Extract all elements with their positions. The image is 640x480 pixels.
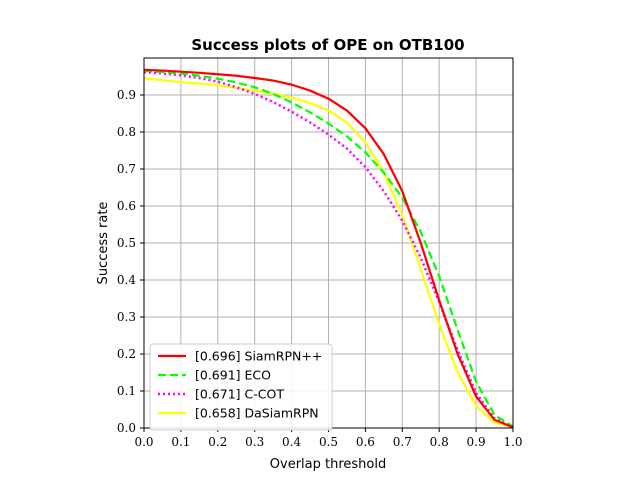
- x-tick-label: 0.0: [134, 435, 153, 449]
- legend-label: [0.691] ECO: [195, 368, 271, 383]
- chart-title: Success plots of OPE on OTB100: [191, 36, 464, 54]
- legend-label: [0.658] DaSiamRPN: [195, 406, 319, 421]
- y-tick-label: 0.4: [117, 273, 136, 287]
- x-tick-label: 0.1: [171, 435, 190, 449]
- y-tick-label: 0.8: [117, 125, 136, 139]
- series-line-siamrpn-: [143, 68, 514, 429]
- axis-ticks: 0.0 0.1 0.2 0.3 0.4 0.5 0.6 0.7 0.8 0.9 1.0 0.0 0.1 0…: [117, 88, 523, 449]
- series-lines: [143, 68, 514, 429]
- x-tick-label: 1.0: [503, 435, 522, 449]
- legend: [0.696] SiamRPN++ [0.691] ECO [0.671] C-CO…: [149, 343, 333, 431]
- x-tick-label: 0.7: [393, 435, 412, 449]
- x-tick-label: 0.9: [467, 435, 486, 449]
- legend-box: [149, 343, 333, 431]
- series-line-dasiamrpn: [143, 77, 514, 429]
- y-tick-label: 0.1: [117, 384, 136, 398]
- x-tick-label: 0.5: [319, 435, 338, 449]
- y-tick-label: 0.3: [117, 310, 136, 324]
- legend-label: [0.671] C-COT: [195, 387, 284, 402]
- x-tick-label: 0.6: [356, 435, 375, 449]
- x-tick-label: 0.3: [245, 435, 264, 449]
- y-tick-label: 0.5: [117, 236, 136, 250]
- y-tick-label: 0.0: [117, 421, 136, 435]
- x-tick-label: 0.4: [282, 435, 301, 449]
- x-tick-label: 0.2: [208, 435, 227, 449]
- x-tick-label: 0.8: [430, 435, 449, 449]
- legend-label: [0.696] SiamRPN++: [195, 349, 322, 364]
- y-tick-label: 0.6: [117, 199, 136, 213]
- x-axis-label: Overlap threshold: [270, 457, 386, 472]
- y-tick-label: 0.9: [117, 88, 136, 102]
- y-axis-label: Success rate: [96, 202, 111, 285]
- series-line-eco: [143, 69, 514, 428]
- y-tick-label: 0.7: [117, 162, 136, 176]
- y-tick-label: 0.2: [117, 347, 136, 361]
